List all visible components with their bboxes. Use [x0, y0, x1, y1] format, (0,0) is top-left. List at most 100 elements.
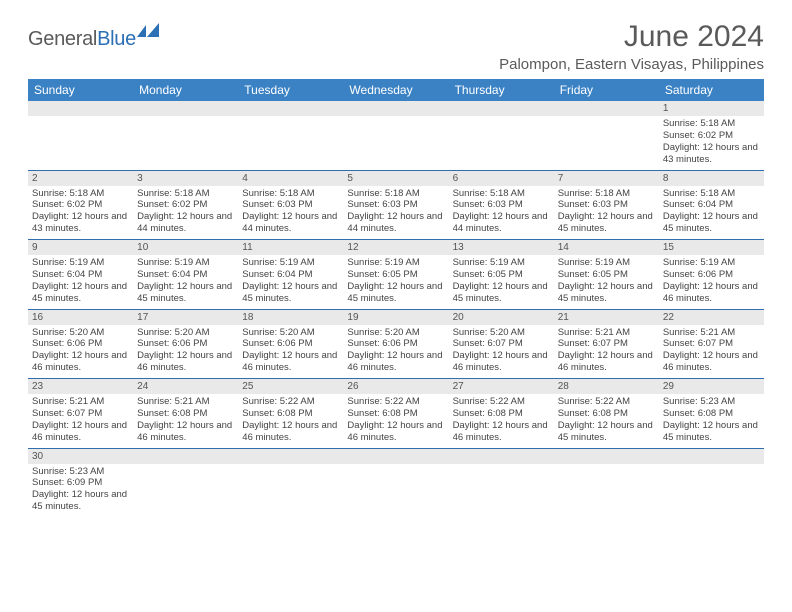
- sunrise-line: Sunrise: 5:20 AM: [453, 327, 550, 339]
- day-number-cell: [449, 101, 554, 116]
- day-cell: Sunrise: 5:22 AMSunset: 6:08 PMDaylight:…: [238, 394, 343, 448]
- day-cell: Sunrise: 5:20 AMSunset: 6:06 PMDaylight:…: [343, 325, 448, 379]
- day-number-cell: 27: [449, 379, 554, 395]
- day-number-cell: 25: [238, 379, 343, 395]
- day-number-cell: [238, 101, 343, 116]
- daylight-line: Daylight: 12 hours and 44 minutes.: [453, 211, 550, 235]
- sunset-line: Sunset: 6:03 PM: [347, 199, 444, 211]
- sunset-line: Sunset: 6:04 PM: [137, 269, 234, 281]
- sunset-line: Sunset: 6:06 PM: [347, 338, 444, 350]
- day-cell: Sunrise: 5:18 AMSunset: 6:02 PMDaylight:…: [133, 186, 238, 240]
- day-number-cell: 20: [449, 309, 554, 325]
- day-cell: Sunrise: 5:20 AMSunset: 6:07 PMDaylight:…: [449, 325, 554, 379]
- sunset-line: Sunset: 6:05 PM: [558, 269, 655, 281]
- sunrise-line: Sunrise: 5:19 AM: [453, 257, 550, 269]
- day-cell: [659, 464, 764, 518]
- sunset-line: Sunset: 6:05 PM: [347, 269, 444, 281]
- week-row: Sunrise: 5:18 AMSunset: 6:02 PMDaylight:…: [28, 116, 764, 170]
- daylight-line: Daylight: 12 hours and 46 minutes.: [32, 420, 129, 444]
- sunset-line: Sunset: 6:03 PM: [453, 199, 550, 211]
- day-number-cell: 18: [238, 309, 343, 325]
- daylight-line: Daylight: 12 hours and 45 minutes.: [242, 281, 339, 305]
- daylight-line: Daylight: 12 hours and 46 minutes.: [453, 350, 550, 374]
- day-cell: Sunrise: 5:22 AMSunset: 6:08 PMDaylight:…: [449, 394, 554, 448]
- daylight-line: Daylight: 12 hours and 45 minutes.: [558, 281, 655, 305]
- day-cell: Sunrise: 5:18 AMSunset: 6:03 PMDaylight:…: [343, 186, 448, 240]
- sunrise-line: Sunrise: 5:18 AM: [32, 188, 129, 200]
- sunset-line: Sunset: 6:06 PM: [137, 338, 234, 350]
- day-cell: [343, 116, 448, 170]
- sunset-line: Sunset: 6:06 PM: [32, 338, 129, 350]
- week-row: Sunrise: 5:18 AMSunset: 6:02 PMDaylight:…: [28, 186, 764, 240]
- day-cell: Sunrise: 5:21 AMSunset: 6:07 PMDaylight:…: [554, 325, 659, 379]
- daylight-line: Daylight: 12 hours and 46 minutes.: [242, 420, 339, 444]
- day-cell: [238, 464, 343, 518]
- day-number-row: 9101112131415: [28, 240, 764, 256]
- day-cell: [133, 116, 238, 170]
- day-number-cell: 24: [133, 379, 238, 395]
- day-cell: Sunrise: 5:22 AMSunset: 6:08 PMDaylight:…: [343, 394, 448, 448]
- sunrise-line: Sunrise: 5:19 AM: [663, 257, 760, 269]
- daylight-line: Daylight: 12 hours and 44 minutes.: [137, 211, 234, 235]
- sunrise-line: Sunrise: 5:20 AM: [137, 327, 234, 339]
- day-number-row: 16171819202122: [28, 309, 764, 325]
- sunrise-line: Sunrise: 5:22 AM: [347, 396, 444, 408]
- day-number-cell: [343, 101, 448, 116]
- month-title: June 2024: [499, 20, 764, 54]
- daylight-line: Daylight: 12 hours and 46 minutes.: [242, 350, 339, 374]
- day-number-cell: [449, 448, 554, 464]
- sunrise-line: Sunrise: 5:18 AM: [663, 118, 760, 130]
- day-number-cell: [659, 448, 764, 464]
- day-number-cell: [343, 448, 448, 464]
- day-number-cell: 23: [28, 379, 133, 395]
- sunrise-line: Sunrise: 5:19 AM: [242, 257, 339, 269]
- sunrise-line: Sunrise: 5:22 AM: [453, 396, 550, 408]
- day-number-cell: 16: [28, 309, 133, 325]
- day-cell: Sunrise: 5:19 AMSunset: 6:05 PMDaylight:…: [554, 255, 659, 309]
- sunset-line: Sunset: 6:06 PM: [663, 269, 760, 281]
- day-number-cell: 29: [659, 379, 764, 395]
- day-header: Friday: [554, 79, 659, 101]
- day-cell: Sunrise: 5:19 AMSunset: 6:04 PMDaylight:…: [238, 255, 343, 309]
- daylight-line: Daylight: 12 hours and 46 minutes.: [137, 350, 234, 374]
- sunrise-line: Sunrise: 5:19 AM: [137, 257, 234, 269]
- day-number-cell: [238, 448, 343, 464]
- sunset-line: Sunset: 6:08 PM: [453, 408, 550, 420]
- day-number-row: 2345678: [28, 170, 764, 186]
- sunrise-line: Sunrise: 5:23 AM: [32, 466, 129, 478]
- sunrise-line: Sunrise: 5:20 AM: [32, 327, 129, 339]
- daylight-line: Daylight: 12 hours and 45 minutes.: [32, 489, 129, 513]
- day-cell: Sunrise: 5:18 AMSunset: 6:02 PMDaylight:…: [659, 116, 764, 170]
- day-cell: [343, 464, 448, 518]
- daylight-line: Daylight: 12 hours and 45 minutes.: [32, 281, 129, 305]
- daylight-line: Daylight: 12 hours and 46 minutes.: [32, 350, 129, 374]
- sunset-line: Sunset: 6:04 PM: [242, 269, 339, 281]
- day-number-cell: 30: [28, 448, 133, 464]
- day-number-cell: 8: [659, 170, 764, 186]
- sunset-line: Sunset: 6:07 PM: [32, 408, 129, 420]
- day-cell: [238, 116, 343, 170]
- day-number-cell: 22: [659, 309, 764, 325]
- day-cell: Sunrise: 5:19 AMSunset: 6:06 PMDaylight:…: [659, 255, 764, 309]
- day-header-row: SundayMondayTuesdayWednesdayThursdayFrid…: [28, 79, 764, 101]
- brand-text: GeneralBlue: [28, 28, 136, 51]
- day-number-cell: 1: [659, 101, 764, 116]
- sunrise-line: Sunrise: 5:21 AM: [663, 327, 760, 339]
- daylight-line: Daylight: 12 hours and 46 minutes.: [558, 350, 655, 374]
- day-cell: [554, 116, 659, 170]
- day-cell: Sunrise: 5:18 AMSunset: 6:03 PMDaylight:…: [554, 186, 659, 240]
- daylight-line: Daylight: 12 hours and 45 minutes.: [453, 281, 550, 305]
- day-cell: Sunrise: 5:19 AMSunset: 6:04 PMDaylight:…: [28, 255, 133, 309]
- day-cell: Sunrise: 5:22 AMSunset: 6:08 PMDaylight:…: [554, 394, 659, 448]
- sunrise-line: Sunrise: 5:21 AM: [32, 396, 129, 408]
- daylight-line: Daylight: 12 hours and 44 minutes.: [242, 211, 339, 235]
- day-cell: Sunrise: 5:21 AMSunset: 6:07 PMDaylight:…: [28, 394, 133, 448]
- sunrise-line: Sunrise: 5:21 AM: [137, 396, 234, 408]
- calendar-page: GeneralBlue June 2024 Palompon, Eastern …: [0, 0, 792, 527]
- sunset-line: Sunset: 6:04 PM: [32, 269, 129, 281]
- daylight-line: Daylight: 12 hours and 43 minutes.: [32, 211, 129, 235]
- day-number-cell: 19: [343, 309, 448, 325]
- day-number-cell: [133, 448, 238, 464]
- sunset-line: Sunset: 6:07 PM: [663, 338, 760, 350]
- day-cell: Sunrise: 5:23 AMSunset: 6:08 PMDaylight:…: [659, 394, 764, 448]
